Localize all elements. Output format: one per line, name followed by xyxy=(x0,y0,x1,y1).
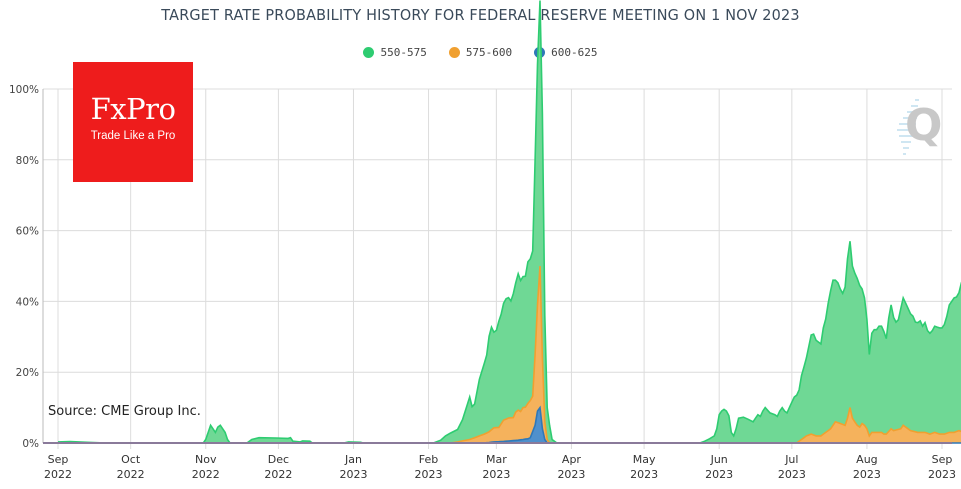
x-tick-month: Dec xyxy=(268,453,289,466)
legend: 550-575 575-600 600-625 xyxy=(0,46,961,59)
series-areas xyxy=(57,0,961,444)
x-tick-year: 2023 xyxy=(415,468,443,481)
x-tick-month: May xyxy=(633,453,656,466)
x-tick-year: 2022 xyxy=(264,468,292,481)
y-tick-labels: 0% 20% 40% 60% 80% 100% xyxy=(9,84,39,450)
legend-dot-icon xyxy=(448,47,460,58)
x-tick-month: Feb xyxy=(419,453,438,466)
line-550-575 xyxy=(57,0,961,444)
x-tick-year: 2023 xyxy=(928,468,956,481)
x-tick-month: Jan xyxy=(344,453,362,466)
x-tick-year: 2022 xyxy=(44,468,72,481)
axes xyxy=(42,89,952,444)
logo-tagline: Trade Like a Pro xyxy=(90,130,176,142)
y-tick-label: 80% xyxy=(16,155,39,167)
x-tick-year: 2023 xyxy=(630,468,658,481)
logo-brand: FxPro xyxy=(90,92,176,126)
x-tick-month: Jun xyxy=(710,453,728,466)
y-tick-label: 20% xyxy=(16,367,39,379)
legend-label: 550-575 xyxy=(380,46,427,59)
x-tick-year: 2023 xyxy=(557,468,585,481)
watermark-stripes-icon xyxy=(897,99,919,155)
x-tick-year: 2023 xyxy=(705,468,733,481)
y-tick-label: 60% xyxy=(16,226,39,238)
x-tick-month: Nov xyxy=(195,453,217,466)
x-tick-year: 2023 xyxy=(853,468,881,481)
legend-item-575-600[interactable]: 575-600 xyxy=(448,46,513,59)
source-note: Source: CME Group Inc. xyxy=(48,404,201,419)
legend-label: 575-600 xyxy=(465,46,513,59)
y-tick-label: 100% xyxy=(9,84,39,96)
x-tick-month: Apr xyxy=(562,453,582,466)
legend-label: 600-625 xyxy=(551,46,598,59)
x-tick-month: Oct xyxy=(121,453,141,466)
fxpro-logo: FxPro Trade Like a Pro xyxy=(73,62,193,182)
x-tick-year: 2023 xyxy=(778,468,806,481)
x-tick-month: Sep xyxy=(932,453,953,466)
gridlines xyxy=(43,88,952,449)
x-tick-labels: Sep 2022 Oct 2022 Nov 2022 Dec 2022 Jan 2023 Feb 20… xyxy=(44,453,956,481)
x-tick-year: 2023 xyxy=(482,468,510,481)
watermark-glyph: Q xyxy=(905,100,943,151)
legend-item-550-575[interactable]: 550-575 xyxy=(363,46,427,59)
x-tick-month: Jul xyxy=(784,453,798,466)
x-tick-year: 2022 xyxy=(117,468,145,481)
chart-title: TARGET RATE PROBABILITY HISTORY FOR FEDE… xyxy=(161,6,800,24)
y-tick-label: 0% xyxy=(22,438,39,450)
x-tick-month: Sep xyxy=(48,453,69,466)
x-tick-year: 2023 xyxy=(339,468,367,481)
legend-dot-icon xyxy=(363,47,375,58)
x-tick-month: Mar xyxy=(486,453,507,466)
x-tick-year: 2022 xyxy=(192,468,220,481)
quikstrike-watermark-icon: Q xyxy=(897,99,943,155)
x-tick-month: Aug xyxy=(856,453,877,466)
y-tick-label: 40% xyxy=(16,296,39,308)
area-550-575 xyxy=(58,0,961,443)
